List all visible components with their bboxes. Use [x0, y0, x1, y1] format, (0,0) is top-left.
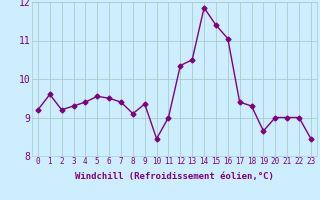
X-axis label: Windchill (Refroidissement éolien,°C): Windchill (Refroidissement éolien,°C)	[75, 172, 274, 181]
